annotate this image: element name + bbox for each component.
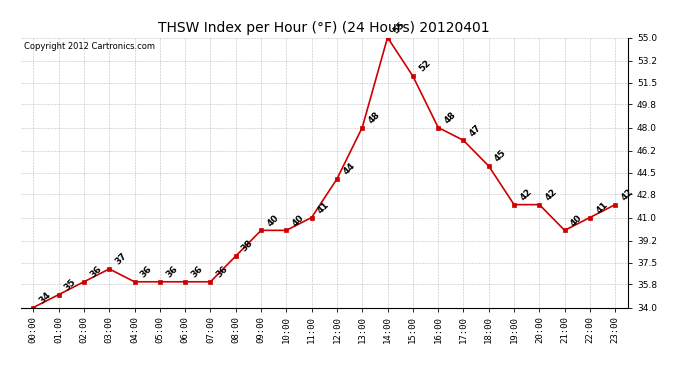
Text: 36: 36 — [139, 264, 154, 280]
Text: 42: 42 — [544, 187, 559, 202]
Text: 34: 34 — [37, 290, 53, 305]
Text: 40: 40 — [290, 213, 306, 228]
Text: 42: 42 — [518, 187, 533, 202]
Text: 48: 48 — [366, 110, 382, 125]
Text: 36: 36 — [164, 264, 179, 280]
Title: THSW Index per Hour (°F) (24 Hours) 20120401: THSW Index per Hour (°F) (24 Hours) 2012… — [159, 21, 490, 35]
Text: 38: 38 — [240, 239, 255, 254]
Text: 36: 36 — [189, 264, 204, 280]
Text: 35: 35 — [63, 277, 78, 292]
Text: 36: 36 — [215, 264, 230, 280]
Text: 45: 45 — [493, 148, 509, 164]
Text: 40: 40 — [265, 213, 280, 228]
Text: 37: 37 — [113, 252, 129, 267]
Text: 52: 52 — [417, 59, 432, 74]
Text: 42: 42 — [620, 187, 635, 202]
Text: 41: 41 — [594, 200, 609, 215]
Text: 44: 44 — [341, 161, 357, 177]
Text: Copyright 2012 Cartronics.com: Copyright 2012 Cartronics.com — [23, 42, 155, 51]
Text: 47: 47 — [468, 123, 483, 138]
Text: 36: 36 — [88, 264, 104, 280]
Text: 55: 55 — [392, 20, 407, 35]
Text: 40: 40 — [569, 213, 584, 228]
Text: 41: 41 — [316, 200, 331, 215]
Text: 48: 48 — [442, 110, 457, 125]
